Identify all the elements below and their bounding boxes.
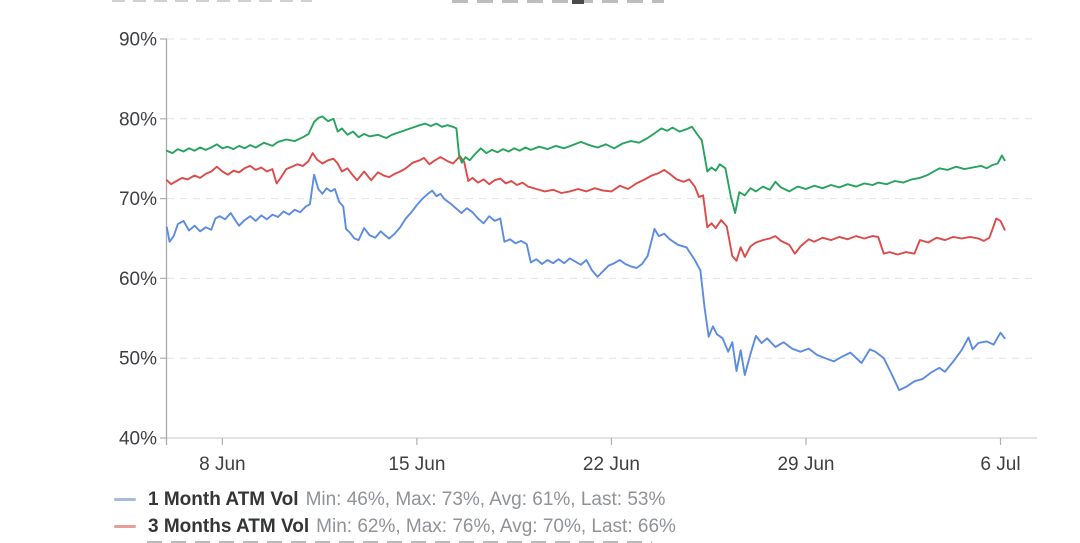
y-axis-tick-label-90: 90% [119, 30, 157, 51]
legend-swatch-blue [114, 498, 136, 501]
x-axis-tick-label-8-Jun: 8 Jun [199, 454, 245, 475]
series-line-3-months-atm-vol [165, 152, 1006, 262]
legend: 1 Month ATM Vol Min: 46%, Max: 73%, Avg:… [114, 486, 676, 540]
legend-item-1-month-atm-vol[interactable]: 1 Month ATM Vol Min: 46%, Max: 73%, Avg:… [114, 486, 676, 513]
legend-series-label: 3 Months ATM Vol [148, 515, 310, 537]
legend-series-stats: Min: 46%, Max: 73%, Avg: 61%, Last: 53% [305, 488, 666, 510]
y-axis-tick-label-50: 50% [119, 349, 157, 370]
legend-series-label: 1 Month ATM Vol [148, 488, 299, 510]
legend-item-3-months-atm-vol[interactable]: 3 Months ATM Vol Min: 62%, Max: 76%, Avg… [114, 513, 676, 540]
y-axis-tick-label-70: 70% [119, 189, 157, 210]
x-axis-tick-label-22-Jun: 22 Jun [583, 454, 640, 475]
y-axis-tick-label-60: 60% [119, 269, 157, 290]
x-axis-tick-label-29-Jun: 29 Jun [777, 454, 834, 475]
series-line-unlabeled-green [165, 115, 1006, 214]
series-line-1-month-atm-vol [165, 173, 1006, 392]
x-axis-tick-label-6-Jul: 6 Jul [980, 454, 1020, 475]
clipped-legend-row3-sliver [147, 541, 652, 543]
y-axis-tick-label-40: 40% [119, 429, 157, 450]
legend-series-stats: Min: 62%, Max: 76%, Avg: 70%, Last: 66% [316, 515, 676, 537]
y-axis-tick-label-80: 80% [119, 109, 157, 130]
legend-swatch-red [114, 525, 136, 528]
x-axis-tick-label-15-Jun: 15 Jun [388, 454, 445, 475]
